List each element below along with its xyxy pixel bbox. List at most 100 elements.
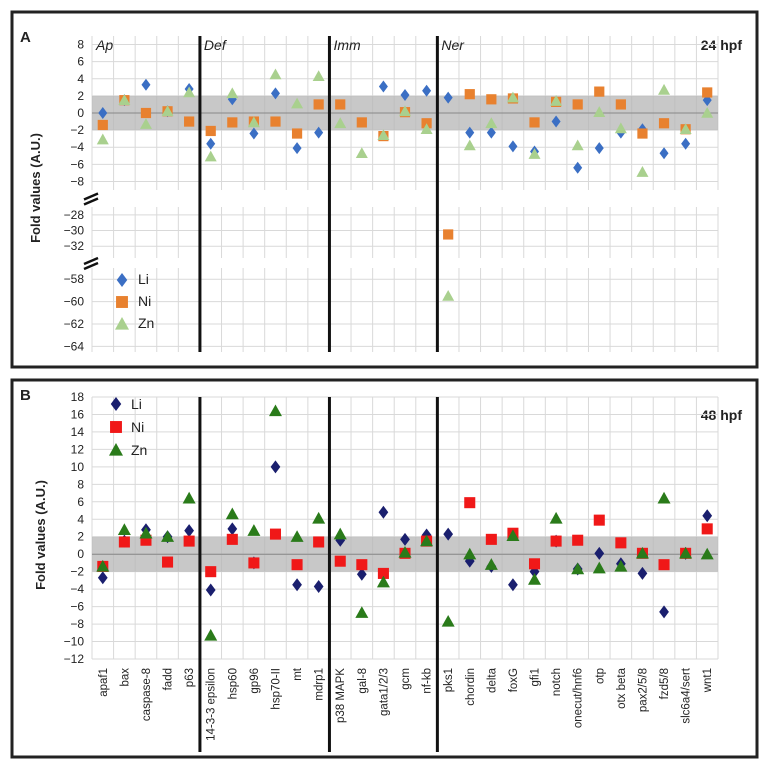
point-a-zn-caspase-8 [139, 118, 152, 129]
point-a-zn-gfi1 [528, 148, 541, 159]
point-a-li-fzd5-8 [659, 147, 669, 160]
point-a-zn-bax [118, 94, 131, 105]
y-tick-label: 10 [71, 460, 85, 474]
group-label: Ner [441, 37, 465, 53]
y-tick-label: −60 [64, 295, 85, 309]
category-label-gata1-2-3: gata1/2/3 [378, 668, 390, 716]
point-a-li-otp [594, 142, 604, 155]
category-label-foxg: foxG [508, 668, 520, 692]
category-label-fzd5-8: fzd5/8 [659, 668, 671, 699]
legend-a-ni-marker [116, 296, 128, 308]
category-label-mdrp1: mdrp1 [314, 668, 326, 701]
category-label-gal-8: gal-8 [357, 668, 369, 694]
y-tick-label: 2 [77, 530, 84, 544]
point-a-li-slc6a4-sert [681, 137, 691, 150]
group-label: Imm [333, 37, 361, 53]
y-tick-label: −62 [64, 317, 85, 331]
panel-a-label: A [20, 29, 31, 46]
point-a-li-14-3-3-epsilon [206, 137, 216, 150]
legend-b-zn-marker [109, 443, 123, 456]
point-b-li-14-3-3-epsilon [205, 583, 216, 597]
point-b-zn-gal-8 [355, 606, 369, 618]
category-label-pks1: pks1 [443, 668, 455, 692]
point-a-ni-chordin [464, 89, 475, 100]
y-tick-label: 4 [77, 72, 84, 86]
point-b-li-p63 [184, 524, 195, 538]
point-a-ni-14-3-3-epsilon [205, 125, 216, 137]
point-a-zn-nf-kb [420, 123, 433, 135]
category-label-chordin: chordin [465, 668, 477, 706]
category-label-wnt1: wnt1 [702, 668, 714, 693]
point-b-li-gata1-2-3 [378, 505, 389, 519]
y-tick-label: 0 [77, 547, 84, 561]
category-label-gfi1: gfi1 [530, 668, 542, 687]
category-label-p63: p63 [184, 668, 196, 687]
point-b-zn-notch [549, 511, 563, 524]
point-a-li-mdrp1 [314, 126, 324, 139]
y-tick-label: 12 [71, 442, 85, 456]
point-a-ni-hsp70-ii [270, 116, 281, 127]
point-b-zn-p63 [182, 491, 196, 504]
point-a-ni-pax2-5-8 [637, 128, 648, 139]
category-label-pax2-5-8: pax2/5/8 [637, 668, 649, 712]
y-tick-label: 6 [77, 495, 84, 509]
point-a-zn-p63 [183, 86, 196, 98]
legend-b-li-label: Li [131, 396, 142, 412]
category-label-slc6a4-sert: slc6a4/sert [681, 667, 693, 723]
point-b-zn-slc6a4-sert [679, 546, 693, 559]
point-b-zn-caspase-8 [139, 526, 153, 539]
point-b-li-wnt1 [702, 509, 713, 523]
y-tick-label: −12 [64, 652, 85, 666]
legend-a-li-label: Li [138, 271, 149, 287]
legend-b-ni-marker [110, 421, 122, 433]
point-b-zn-otx-beta [614, 559, 628, 572]
point-a-ni-pks1 [443, 229, 454, 240]
point-a-ni-otp [594, 86, 605, 97]
group-label: Def [204, 37, 228, 53]
y-tick-label: −4 [70, 140, 84, 154]
point-a-zn-fzd5-8 [658, 83, 671, 95]
point-b-zn-gfi1 [528, 573, 542, 585]
point-a-zn-14-3-3-epsilon [204, 150, 217, 162]
point-b-ni-hsp60 [226, 533, 238, 545]
category-label-otp: otp [594, 668, 606, 684]
panel-a-ylabel: Fold values (A.U.) [28, 133, 43, 243]
point-a-zn-mt [291, 97, 304, 109]
point-a-ni-apaf1 [97, 119, 108, 131]
y-tick-label: −28 [64, 208, 85, 222]
axis-break-mark [83, 192, 99, 201]
point-b-zn-mt [290, 530, 304, 542]
point-a-ni-otx-beta [615, 99, 626, 110]
legend-b-ni-label: Ni [131, 419, 144, 435]
point-b-li-otp [594, 546, 605, 560]
axis-break-mark [83, 197, 99, 206]
legend-b-zn-label: Zn [131, 442, 147, 458]
point-b-ni-p63 [183, 535, 195, 547]
point-b-li-pax2-5-8 [637, 566, 648, 580]
axis-break-mark [83, 261, 99, 271]
point-b-li-mdrp1 [313, 580, 324, 594]
category-label-onecut-hnf6: onecut/hnf6 [573, 668, 585, 728]
point-b-zn-wnt1 [700, 547, 714, 560]
y-tick-label: 14 [71, 425, 85, 439]
point-b-ni-gfi1 [528, 558, 541, 570]
point-b-zn-hsp70-ii [268, 404, 282, 417]
point-a-zn-fadd [161, 105, 174, 117]
point-b-li-pks1 [443, 527, 454, 541]
point-a-zn-onecut-hnf6 [571, 139, 584, 151]
point-b-zn-mdrp1 [312, 511, 326, 524]
legend-a-zn-marker [115, 317, 129, 330]
point-a-zn-gp96 [247, 116, 260, 128]
point-b-zn-apaf1 [96, 559, 110, 572]
group-label: Ap [95, 37, 113, 53]
category-label-mt: mt [292, 667, 304, 681]
category-label-caspase-8: caspase-8 [141, 668, 153, 721]
point-a-zn-foxg [506, 91, 519, 103]
category-label-otx-beta: otx beta [616, 667, 628, 709]
point-b-ni-bax [118, 536, 130, 548]
point-a-zn-otx-beta [614, 122, 627, 134]
point-a-zn-gcm [399, 105, 411, 117]
axis-break-mark [83, 256, 99, 266]
point-a-ni-p38-mapk [335, 99, 346, 110]
